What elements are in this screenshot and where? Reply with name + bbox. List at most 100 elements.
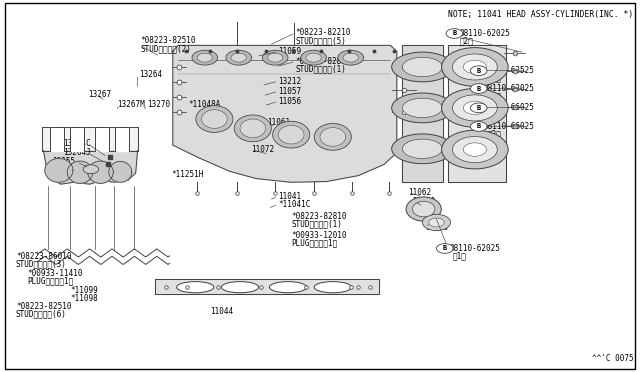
Text: B: B	[477, 105, 481, 111]
Text: *00933-11410: *00933-11410	[27, 269, 83, 278]
Polygon shape	[155, 279, 379, 294]
Text: （2）: （2）	[488, 129, 502, 138]
Polygon shape	[95, 127, 109, 151]
Ellipse shape	[392, 93, 453, 123]
Text: （2）: （2）	[488, 111, 502, 120]
Text: 11060: 11060	[426, 223, 449, 232]
Polygon shape	[115, 127, 129, 151]
Circle shape	[470, 103, 487, 113]
Circle shape	[338, 50, 364, 65]
Text: B: B	[477, 86, 481, 92]
Text: 15255: 15255	[52, 157, 76, 166]
Polygon shape	[109, 161, 132, 182]
Polygon shape	[70, 127, 84, 151]
Text: *11099: *11099	[70, 286, 98, 295]
Polygon shape	[402, 45, 443, 182]
Ellipse shape	[278, 125, 304, 144]
Circle shape	[452, 54, 497, 80]
Text: NOTE; 11041 HEAD ASSY-CYLINDER(INC. *): NOTE; 11041 HEAD ASSY-CYLINDER(INC. *)	[449, 10, 634, 19]
Circle shape	[343, 53, 358, 62]
Text: 21200: 21200	[413, 197, 436, 206]
Text: PLUGプラグ（1）: PLUGプラグ（1）	[27, 276, 73, 285]
Ellipse shape	[196, 106, 233, 132]
Text: 13270: 13270	[147, 100, 170, 109]
Text: 13267: 13267	[88, 90, 111, 99]
Circle shape	[422, 214, 451, 231]
Circle shape	[463, 143, 486, 156]
Polygon shape	[173, 45, 397, 182]
Circle shape	[442, 89, 508, 127]
Polygon shape	[44, 151, 138, 184]
Ellipse shape	[202, 110, 227, 128]
Circle shape	[306, 53, 321, 62]
Text: *08223-82510: *08223-82510	[141, 36, 196, 45]
Text: STUDスタッド(1): STUDスタッド(1)	[296, 64, 346, 73]
Text: （1）: （1）	[453, 251, 467, 260]
Text: *11251H: *11251H	[172, 170, 204, 179]
Text: B: B	[452, 31, 456, 36]
Text: *08223-82810: *08223-82810	[296, 57, 351, 66]
Circle shape	[83, 165, 99, 174]
Circle shape	[442, 130, 508, 169]
Circle shape	[470, 122, 487, 131]
Ellipse shape	[273, 121, 310, 148]
Ellipse shape	[406, 197, 442, 221]
Text: 13264: 13264	[140, 70, 163, 79]
Text: 13264C: 13264C	[63, 139, 90, 148]
Circle shape	[436, 244, 453, 253]
Text: STUDスタッド(2): STUDスタッド(2)	[141, 45, 191, 54]
Text: B: B	[443, 246, 447, 251]
Circle shape	[226, 50, 252, 65]
Text: 08110-62025: 08110-62025	[460, 29, 510, 38]
Polygon shape	[448, 45, 506, 182]
Text: B: B	[477, 124, 481, 129]
Text: ^^'C 0075: ^^'C 0075	[592, 354, 634, 363]
Circle shape	[470, 84, 487, 93]
Ellipse shape	[314, 124, 351, 150]
Text: 11044: 11044	[210, 307, 233, 316]
Polygon shape	[67, 161, 93, 183]
Ellipse shape	[392, 134, 453, 164]
Text: 11062: 11062	[408, 188, 431, 197]
Text: *08223-82810: *08223-82810	[291, 212, 347, 221]
Text: B: B	[477, 68, 481, 74]
Circle shape	[268, 53, 283, 62]
Text: STUDスタッド(1): STUDスタッド(1)	[291, 219, 342, 228]
Text: 11041: 11041	[278, 192, 301, 201]
Ellipse shape	[177, 282, 214, 293]
Circle shape	[192, 50, 218, 65]
Text: *11098: *11098	[70, 294, 98, 303]
Text: STUDスタッド(3): STUDスタッド(3)	[16, 260, 67, 269]
Circle shape	[442, 48, 508, 86]
Circle shape	[463, 60, 486, 74]
Text: （2）: （2）	[488, 92, 502, 100]
Text: *08223-82210: *08223-82210	[296, 28, 351, 37]
Ellipse shape	[269, 282, 307, 293]
Text: 11056: 11056	[278, 97, 301, 106]
Text: 13212: 13212	[278, 77, 301, 86]
Circle shape	[197, 53, 212, 62]
Ellipse shape	[221, 282, 259, 293]
Text: *08223-86010: *08223-86010	[16, 252, 72, 261]
Text: 08110-66025: 08110-66025	[483, 122, 534, 131]
Ellipse shape	[403, 57, 442, 77]
Text: *11048A: *11048A	[189, 100, 221, 109]
Circle shape	[262, 50, 288, 65]
Text: 11059: 11059	[278, 47, 301, 56]
Circle shape	[470, 66, 487, 76]
Text: *11041C: *11041C	[278, 200, 311, 209]
Ellipse shape	[234, 115, 271, 142]
Text: （2）: （2）	[460, 36, 474, 45]
Circle shape	[452, 95, 497, 121]
Text: *08223-82510: *08223-82510	[16, 302, 72, 311]
Text: *00933-12010: *00933-12010	[291, 231, 347, 240]
Text: 13267M: 13267M	[117, 100, 145, 109]
Ellipse shape	[403, 98, 442, 118]
Circle shape	[446, 29, 463, 38]
Text: 11057: 11057	[278, 87, 301, 96]
Text: 08110-62525: 08110-62525	[483, 66, 534, 75]
Text: 08110-62025: 08110-62025	[449, 244, 500, 253]
Circle shape	[463, 101, 486, 115]
Circle shape	[452, 137, 497, 163]
Circle shape	[301, 50, 326, 65]
